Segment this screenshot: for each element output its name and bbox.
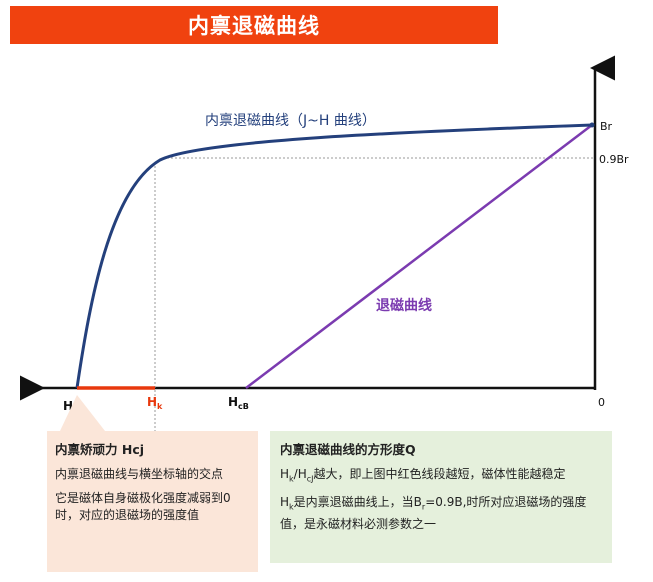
p1-cj: cJ bbox=[306, 474, 314, 484]
bh-line-label: 退磁曲线 bbox=[376, 297, 432, 314]
jh-intrinsic-curve bbox=[75, 123, 593, 389]
p1-k: k bbox=[289, 474, 294, 484]
note-squareness-heading: 内禀退磁曲线的方形度Q bbox=[280, 442, 416, 457]
hcb-label-sub: cB bbox=[238, 402, 249, 411]
p2-h: H bbox=[280, 495, 290, 510]
page-title: 内禀退磁曲线 bbox=[10, 6, 498, 44]
bh-demagnetization-line bbox=[245, 124, 593, 389]
hcb-label-main: H bbox=[228, 395, 238, 409]
br-label: Br bbox=[600, 120, 613, 133]
p2-mid: 是内禀退磁曲线上，当B bbox=[293, 495, 422, 510]
note-hcj-line1: 内禀退磁曲线与横坐标轴的交点 bbox=[55, 467, 224, 481]
p2-k: k bbox=[289, 502, 294, 512]
p1-rest: 越大，即上图中红色线段越短，磁体性能越稳定 bbox=[313, 467, 566, 481]
09br-label: 0.9Br bbox=[599, 153, 629, 166]
origin-label: 0 bbox=[598, 396, 605, 409]
note-hcj-heading: 内禀矫顽力 Hcj bbox=[55, 442, 145, 457]
p2-r: r bbox=[421, 502, 426, 512]
note-squareness-p1: Hk/HcJ越大，即上图中红色线段越短，磁体性能越稳定 bbox=[280, 466, 602, 487]
note-hcj-line2: 它是磁体自身磁极化强度减弱到0时，对应的退磁场的强度值 bbox=[55, 491, 231, 522]
jh-curve-label: 内禀退磁曲线（J~H 曲线） bbox=[205, 113, 376, 129]
hk-label: Hk bbox=[147, 395, 163, 411]
p1-h: H bbox=[280, 467, 290, 481]
note-squareness: 内禀退磁曲线的方形度Q Hk/HcJ越大，即上图中红色线段越短，磁体性能越稳定 … bbox=[270, 431, 612, 563]
hcb-label: HcB bbox=[228, 395, 249, 411]
br-point bbox=[589, 122, 595, 128]
note-left-pointer bbox=[60, 395, 105, 431]
note-hcj: 内禀矫顽力 Hcj 内禀退磁曲线与横坐标轴的交点 它是磁体自身磁极化强度减弱到0… bbox=[47, 431, 258, 572]
note-squareness-p2: Hk是内禀退磁曲线上，当Br=0.9B,时所对应退磁场的强度值，是永磁材料必测参… bbox=[280, 494, 602, 532]
p2-rest: =0.9B,时所对应退磁场的强度值，是永磁材料必测参数之一 bbox=[280, 495, 587, 531]
hcj-label-main: H bbox=[63, 399, 73, 413]
hk-label-sub: k bbox=[157, 402, 163, 411]
p1-slash: /H bbox=[293, 467, 307, 481]
hk-label-main: H bbox=[147, 395, 157, 409]
